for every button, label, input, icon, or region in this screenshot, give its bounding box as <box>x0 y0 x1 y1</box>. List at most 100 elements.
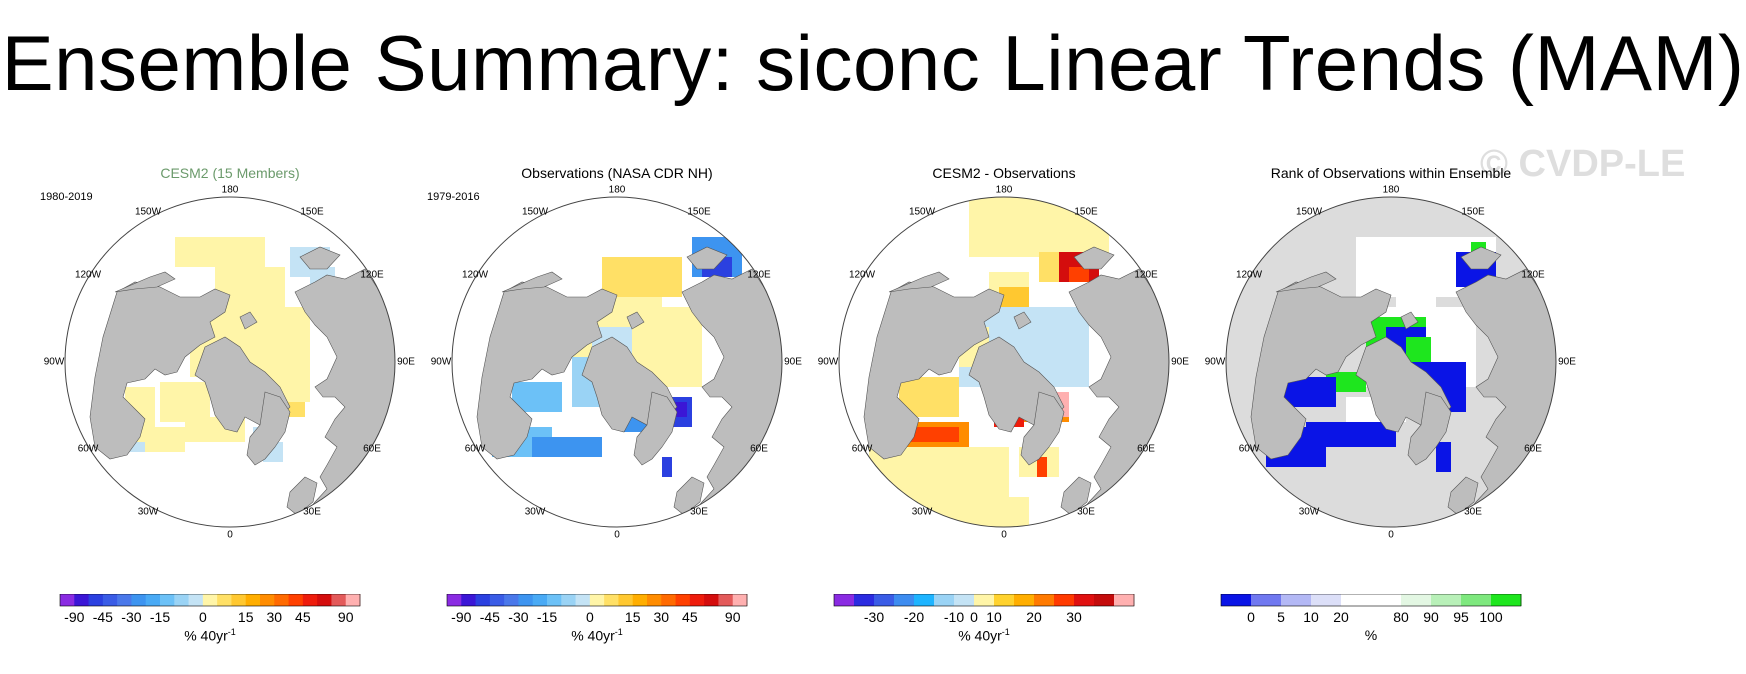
colorbar-swatch <box>202 594 218 606</box>
longitude-label: 0 <box>1388 529 1394 541</box>
colorbar-swatch <box>245 594 261 606</box>
colorbar-swatch <box>834 594 855 606</box>
land-mass <box>1460 246 1502 270</box>
land-mass <box>501 271 563 293</box>
colorbar-swatch <box>704 594 719 606</box>
panel-title: CESM2 - Observations <box>932 165 1076 181</box>
longitude-label: 150E <box>1461 206 1485 218</box>
colorbar-units: % <box>1364 627 1378 643</box>
field-patch <box>999 287 1029 307</box>
map-panel-rank: Rank of Observations within Ensemble 180 1… <box>1201 165 1581 665</box>
colorbar-swatch <box>854 594 875 606</box>
land-mass <box>476 281 618 460</box>
land-mass <box>633 391 678 466</box>
colorbar-swatch <box>1094 594 1115 606</box>
longitude-label: 150W <box>908 206 936 218</box>
colorbar-swatch <box>1221 594 1252 606</box>
colorbar-swatch <box>504 594 519 606</box>
longitude-label: 30E <box>303 506 321 518</box>
land-mass <box>1407 391 1452 466</box>
polar-map <box>838 196 1170 528</box>
colorbar: 0 5 10 20 80 90 95 100 <box>1201 592 1581 652</box>
colorbar-swatch <box>174 594 190 606</box>
land-mass <box>626 311 645 330</box>
colorbar-swatch <box>934 594 955 606</box>
colorbar-swatch <box>475 594 491 606</box>
colorbar-tick-label: 10 <box>1303 609 1319 625</box>
colorbar-tick-label: -45 <box>92 609 113 625</box>
land-mass <box>1250 281 1392 460</box>
longitude-label: 150W <box>521 206 549 218</box>
panel-title: Observations (NASA CDR NH) <box>521 165 713 181</box>
colorbar-tick-label: -30 <box>863 609 885 625</box>
colorbar-swatch <box>317 594 332 606</box>
colorbar-swatch <box>260 594 275 606</box>
longitude-label: 150W <box>134 206 162 218</box>
panel-title: Rank of Observations within Ensemble <box>1270 165 1512 181</box>
land-mass <box>1013 311 1032 330</box>
land-mass <box>888 271 950 293</box>
colorbar-swatch <box>661 594 677 606</box>
colorbar-swatch <box>561 594 577 606</box>
land-mass <box>1073 246 1115 270</box>
colorbar-tick-label: 90 <box>1423 609 1439 625</box>
colorbar-swatch <box>217 594 232 606</box>
colorbar-tick-label: -90 <box>64 609 85 625</box>
colorbar-tick-label: -30 <box>121 609 142 625</box>
colorbar-swatch <box>604 594 619 606</box>
polar-map <box>451 196 783 528</box>
longitude-label: 120W <box>461 269 489 281</box>
land-mass <box>89 281 231 460</box>
longitude-label: 90E <box>784 356 802 368</box>
longitude-label: 150E <box>687 206 711 218</box>
longitude-label: 60W <box>464 443 486 455</box>
colorbar-swatch <box>1491 594 1522 606</box>
land-mass <box>286 476 318 516</box>
colorbar-tick-label: 15 <box>237 609 254 625</box>
colorbar-swatch <box>447 594 462 606</box>
colorbar-tick-label: 90 <box>724 609 741 625</box>
colorbar-swatch <box>274 594 290 606</box>
colorbar-swatch <box>914 594 935 606</box>
colorbar-tick-label: -30 <box>508 609 529 625</box>
colorbar-tick-label: 0 <box>970 609 978 625</box>
colorbar-tick-label: 30 <box>1066 609 1082 625</box>
colorbar-tick-label: -15 <box>536 609 558 625</box>
colorbar-tick-label: 0 <box>1247 609 1255 625</box>
colorbar-swatch <box>518 594 534 606</box>
longitude-label: 90W <box>430 356 452 368</box>
colorbar-swatch <box>689 594 705 606</box>
field-patch <box>175 237 265 267</box>
colorbar-swatch <box>345 594 361 606</box>
longitude-label: 60E <box>750 443 768 455</box>
colorbar-tick-label: 15 <box>624 609 641 625</box>
land-mass <box>239 311 258 330</box>
longitude-label: 120W <box>848 269 876 281</box>
map-panel-diff: CESM2 - Observations 180 150W 150E 120W 120E 9… <box>814 165 1194 665</box>
colorbar-tick-label: 45 <box>295 609 311 625</box>
colorbar-swatch <box>88 594 104 606</box>
longitude-label: 150W <box>1295 206 1323 218</box>
colorbar-tick-label: 0 <box>198 609 207 625</box>
longitude-label: 60E <box>363 443 381 455</box>
field-patch <box>127 442 145 452</box>
land-mass <box>246 391 291 466</box>
field-patch <box>532 437 602 457</box>
longitude-label: 60E <box>1524 443 1542 455</box>
longitude-label: 30W <box>137 506 159 518</box>
longitude-label: 30W <box>911 506 933 518</box>
longitude-label: 90E <box>397 356 415 368</box>
colorbar-tick-label: -90 <box>451 609 472 625</box>
longitude-label: 0 <box>227 529 233 541</box>
land-mass <box>1400 311 1419 330</box>
colorbar-swatch <box>188 594 204 606</box>
longitude-label: 120E <box>1134 269 1158 281</box>
colorbar-swatch <box>1074 594 1095 606</box>
colorbar-swatch <box>647 594 662 606</box>
longitude-label: 120E <box>747 269 771 281</box>
longitude-label: 180 <box>995 184 1013 196</box>
colorbar-swatch <box>1014 594 1035 606</box>
colorbar-swatch <box>489 594 505 606</box>
land-mass <box>1275 271 1337 293</box>
colorbar-swatch <box>1034 594 1055 606</box>
